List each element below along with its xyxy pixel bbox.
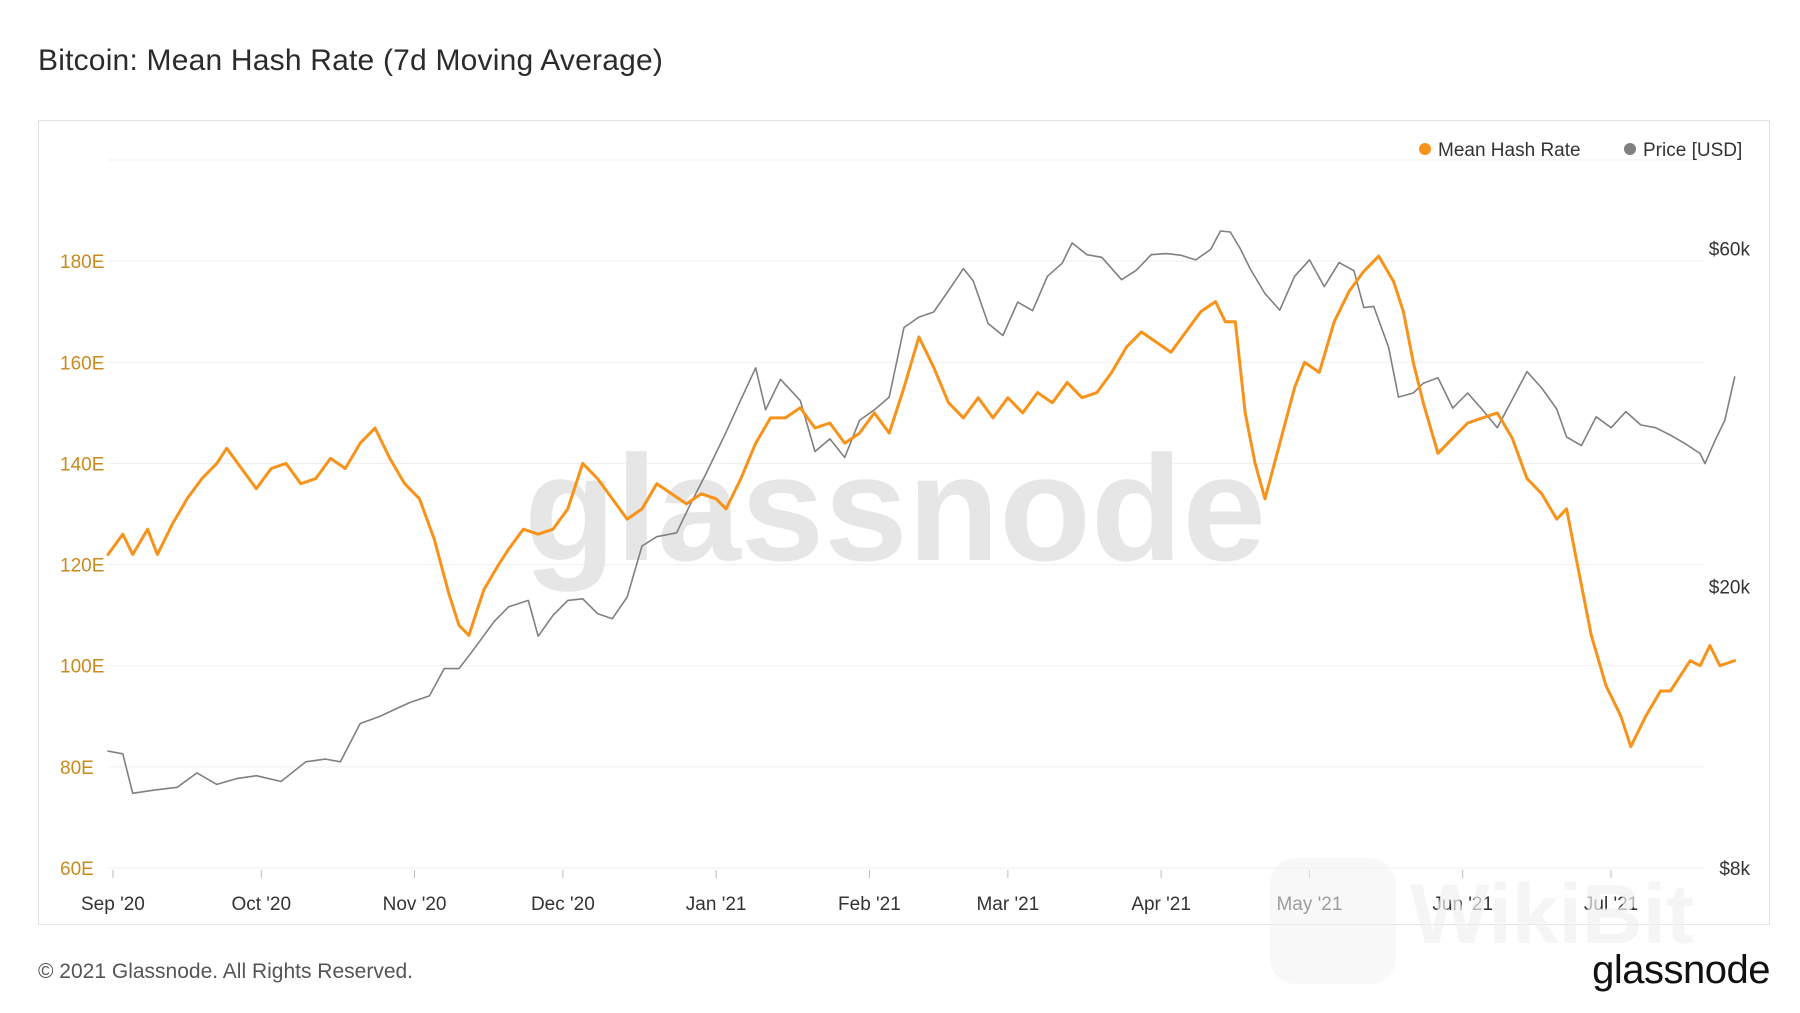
right-axis-tick-label: $60k bbox=[1709, 239, 1751, 260]
x-axis-tick-label: Jun '21 bbox=[1432, 894, 1493, 915]
left-axis: 60E 80E 100E 120E 140E 160E 180E bbox=[60, 252, 104, 880]
left-axis-tick-label: 140E bbox=[60, 454, 104, 475]
x-axis-tick-label: Oct '20 bbox=[231, 894, 291, 915]
x-axis-tick-label: Nov '20 bbox=[383, 894, 447, 915]
chart-frame bbox=[38, 120, 1770, 925]
legend-marker bbox=[1419, 143, 1431, 155]
left-axis-tick-label: 120E bbox=[60, 556, 104, 577]
left-axis-tick-label: 180E bbox=[60, 252, 104, 273]
x-axis-tick-label: Jan '21 bbox=[686, 894, 747, 915]
left-axis-tick-label: 100E bbox=[60, 657, 104, 678]
legend: Mean Hash Rate Price [USD] bbox=[1419, 140, 1742, 161]
x-axis: Sep '20 Oct '20 Nov '20 Dec '20 Jan '21 Feb '… bbox=[81, 870, 1638, 915]
brand-logo: glassnode bbox=[1592, 948, 1770, 992]
legend-marker bbox=[1624, 143, 1636, 155]
right-axis: $8k $20k $60k bbox=[1709, 239, 1751, 880]
copyright-footer: © 2021 Glassnode. All Rights Reserved. bbox=[38, 960, 414, 983]
left-axis-tick-label: 80E bbox=[60, 758, 94, 779]
price-line bbox=[107, 230, 1736, 795]
right-axis-tick-label: $8k bbox=[1719, 859, 1750, 880]
hash-rate-series bbox=[106, 254, 1737, 749]
x-axis-tick-label: Feb '21 bbox=[838, 894, 901, 915]
x-axis-tick-label: Apr '21 bbox=[1131, 894, 1191, 915]
x-axis-tick-label: Mar '21 bbox=[976, 894, 1039, 915]
x-axis-tick-label: Jul '21 bbox=[1584, 894, 1638, 915]
legend-label: Price [USD] bbox=[1643, 140, 1742, 161]
grid-lines bbox=[108, 159, 1705, 869]
price-series bbox=[107, 230, 1736, 795]
corner-watermark-text: WikiBit bbox=[1410, 867, 1694, 961]
hash-rate-line bbox=[106, 254, 1737, 749]
corner-watermark-badge bbox=[1270, 858, 1396, 984]
x-axis-tick-label: Dec '20 bbox=[531, 894, 595, 915]
right-axis-tick-label: $20k bbox=[1709, 577, 1751, 598]
chart-title: Bitcoin: Mean Hash Rate (7d Moving Avera… bbox=[38, 44, 664, 77]
x-axis-tick-label: Sep '20 bbox=[81, 894, 145, 915]
left-axis-tick-label: 60E bbox=[60, 859, 94, 880]
background-watermark: glassnode bbox=[524, 424, 1266, 592]
legend-label: Mean Hash Rate bbox=[1438, 140, 1581, 161]
left-axis-tick-label: 160E bbox=[60, 353, 104, 374]
